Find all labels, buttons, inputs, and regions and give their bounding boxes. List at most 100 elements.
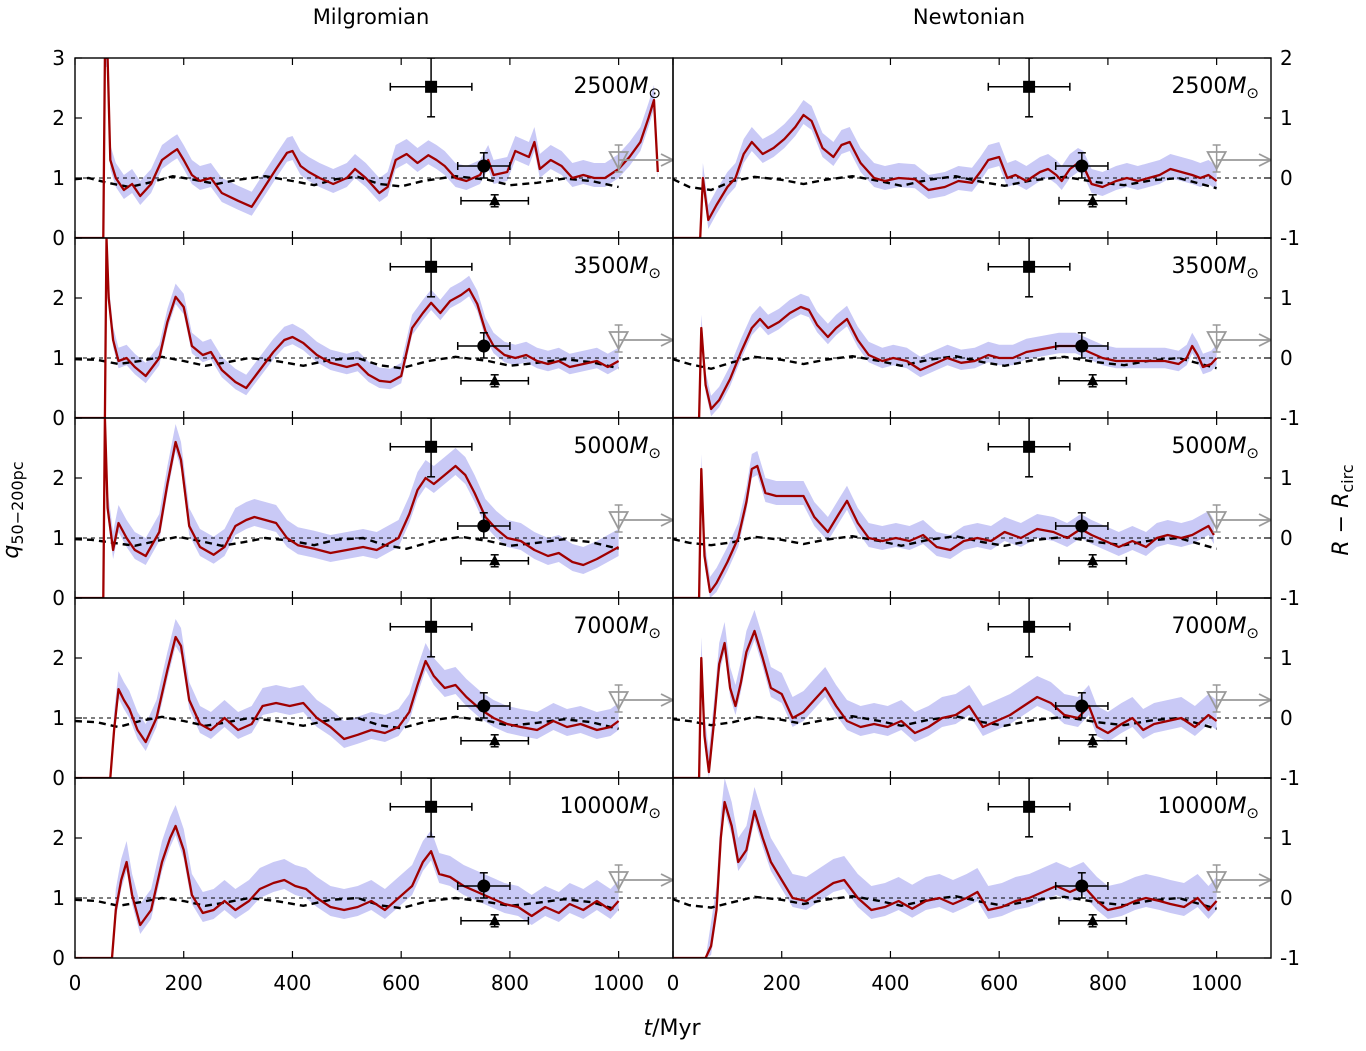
observation-triangle	[460, 194, 530, 208]
svg-text:q50−200pc: q50−200pc	[0, 461, 27, 558]
panel-newtonian-7000: -1 0 1 7000M⊙	[672, 597, 1300, 790]
column-title-left: Milgromian	[313, 5, 430, 29]
y-tick-label-left: 1	[52, 706, 65, 730]
observation-square	[389, 778, 473, 838]
triangle-marker	[1087, 734, 1099, 746]
y-tick-label-right: 0	[1280, 706, 1293, 730]
square-marker	[1023, 620, 1036, 633]
observation-circle	[1054, 512, 1109, 539]
observation-triangle	[1058, 374, 1128, 388]
panel-newtonian-10000: -1 0 1 10000M⊙	[672, 777, 1300, 970]
observation-open-triangle-arrow	[608, 324, 673, 353]
mass-label: 10000M⊙	[559, 794, 661, 822]
r-minus-rcirc-curve	[75, 174, 619, 189]
x-tick-label: 800	[491, 971, 529, 995]
y-tick-label-right: 2	[1280, 46, 1293, 70]
observation-open-triangle-arrow	[608, 504, 673, 533]
observation-open-triangle-arrow	[608, 864, 673, 893]
y-tick-label-right: 0	[1280, 886, 1293, 910]
observation-triangle	[1058, 554, 1128, 568]
y-tick-label-right: -1	[1280, 406, 1300, 430]
square-marker	[1023, 800, 1036, 813]
mass-label: 5000M⊙	[1171, 434, 1259, 462]
mass-label: 7000M⊙	[1171, 614, 1259, 642]
mass-label: 3500M⊙	[1171, 254, 1259, 282]
q-curve	[75, 238, 620, 418]
y-tick-label-left: 0	[52, 766, 65, 790]
square-marker	[1023, 260, 1036, 273]
observation-circle	[456, 692, 511, 719]
panel-milgromian-7000: 0 1 2 7000M⊙	[52, 597, 674, 790]
panel-milgromian-2500: 0 1 2 3 2500M⊙	[52, 46, 674, 250]
x-tick-label: 0	[69, 971, 82, 995]
y-tick-label-left: 2	[52, 646, 65, 670]
panel-plot-area	[75, 58, 673, 238]
confidence-band	[673, 293, 1217, 418]
panel-plot-area	[673, 778, 1271, 958]
x-tick-label: 1000	[1191, 971, 1242, 995]
y-tick-label-left: 1	[52, 346, 65, 370]
circle-marker	[1075, 879, 1089, 893]
triangle-marker	[489, 374, 501, 386]
circle-marker	[477, 519, 491, 533]
y-tick-label-right: 0	[1280, 346, 1293, 370]
observation-square	[389, 238, 473, 298]
x-tick-label: 600	[382, 971, 420, 995]
confidence-band	[75, 418, 619, 598]
mass-label: 5000M⊙	[573, 434, 661, 462]
q-curve	[673, 800, 1218, 958]
y-tick-label-left: 2	[52, 466, 65, 490]
arrow-head	[660, 873, 673, 887]
observation-triangle	[460, 374, 530, 388]
observation-square	[987, 58, 1071, 118]
confidence-band	[673, 451, 1214, 598]
observation-circle	[456, 872, 511, 899]
panel-plot-area	[75, 778, 673, 958]
panel-plot-area	[75, 598, 673, 778]
square-marker	[425, 800, 438, 813]
arrow-head	[1258, 513, 1271, 527]
panel-newtonian-3500: -1 0 1 3500M⊙	[672, 237, 1300, 430]
y-tick-label-left: 2	[52, 826, 65, 850]
confidence-band	[75, 805, 619, 958]
arrow-head	[660, 153, 673, 167]
x-tick-label: 600	[980, 971, 1018, 995]
triangle-marker	[489, 194, 501, 206]
x-tick-label: 0	[667, 971, 680, 995]
q-curve	[75, 418, 620, 598]
panels-group: 0 1 2 3 2500M⊙ -1 0 1 2 2500M⊙ 0 1 2 3500M⊙ -1 0 1 3500M⊙…	[52, 46, 1300, 995]
observation-square	[389, 598, 473, 658]
arrow-head	[660, 693, 673, 707]
panel-plot-area	[673, 598, 1271, 778]
y-tick-label-left: 1	[52, 886, 65, 910]
panel-milgromian-10000: 0 1 2 10000M⊙	[52, 777, 674, 970]
observation-square	[987, 778, 1071, 838]
observation-triangle	[460, 554, 530, 568]
observation-circle	[1054, 332, 1109, 359]
arrow-head	[1258, 153, 1271, 167]
arrow-head	[1258, 333, 1271, 347]
x-axis-title: t/Myr	[643, 1016, 701, 1041]
observation-circle	[456, 152, 511, 179]
x-tick-label: 1000	[593, 971, 644, 995]
circle-marker	[477, 339, 491, 353]
panel-plot-area	[673, 238, 1271, 418]
square-marker	[425, 80, 438, 93]
arrow-head	[660, 513, 673, 527]
q-curve	[75, 58, 659, 238]
circle-marker	[1075, 159, 1089, 173]
q-curve	[75, 635, 620, 778]
panel-newtonian-2500: -1 0 1 2 2500M⊙	[672, 46, 1300, 250]
triangle-marker	[1087, 914, 1099, 926]
y-tick-label-right: 0	[1280, 166, 1293, 190]
square-marker	[1023, 80, 1036, 93]
triangle-marker	[1087, 194, 1099, 206]
x-tick-label: 200	[165, 971, 203, 995]
confidence-band	[673, 778, 1217, 958]
mass-label: 2500M⊙	[1171, 74, 1259, 102]
observation-circle	[1054, 692, 1109, 719]
observation-triangle	[460, 734, 530, 748]
x-tick-label: 200	[763, 971, 801, 995]
observation-open-triangle-arrow	[1206, 504, 1271, 533]
q-curve	[673, 629, 1218, 778]
